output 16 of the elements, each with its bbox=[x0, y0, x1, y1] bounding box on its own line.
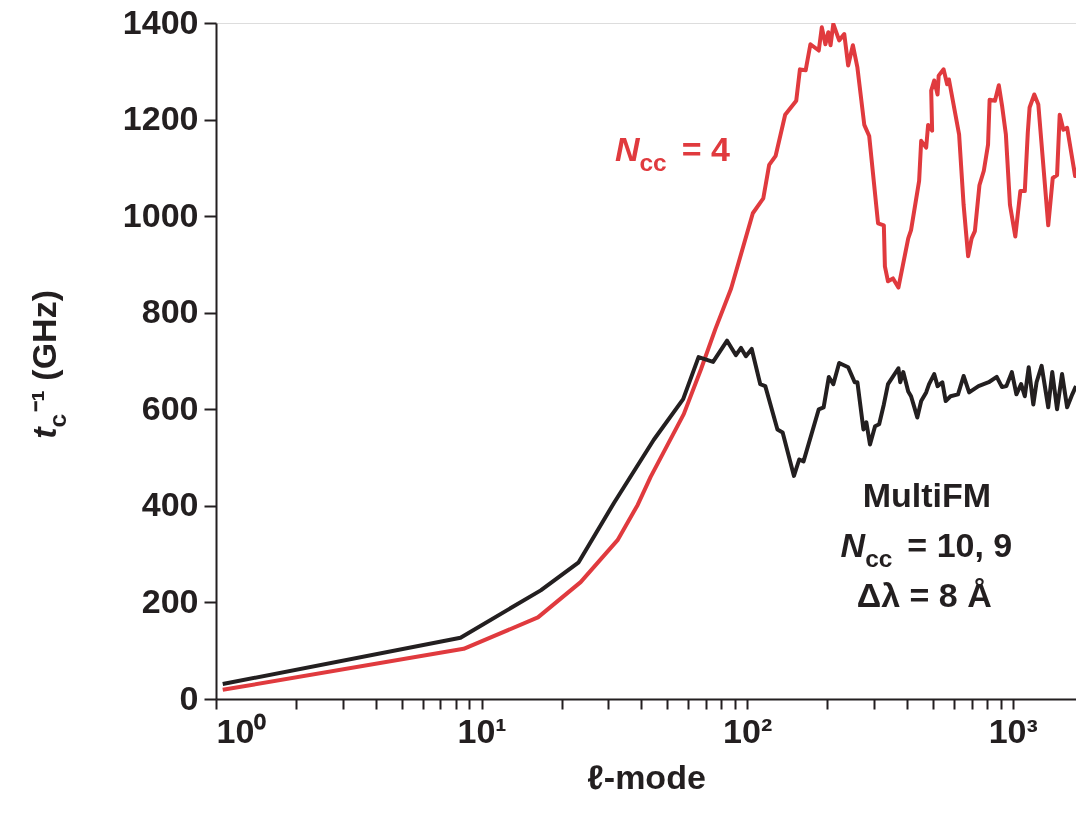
x-tick-label: 10² bbox=[723, 711, 773, 750]
y-tick-label: 0 bbox=[179, 678, 199, 717]
y-tick-label: 200 bbox=[141, 581, 199, 620]
annotation: Δλ = 8 Å bbox=[856, 576, 992, 614]
x-axis-title: ℓ-mode bbox=[587, 757, 706, 796]
series-label: MultiFM bbox=[862, 476, 992, 514]
x-tick-label: 10³ bbox=[988, 711, 1038, 750]
x-tick-label: 10¹ bbox=[457, 711, 507, 750]
y-tick-label: 800 bbox=[141, 292, 199, 331]
y-tick-label: 1000 bbox=[122, 195, 199, 234]
y-tick-label: 400 bbox=[141, 485, 199, 524]
y-tick-label: 1400 bbox=[122, 2, 199, 41]
y-axis-title: tc⁻¹ (GHz) bbox=[25, 290, 71, 439]
y-tick-label: 1200 bbox=[122, 99, 199, 138]
x-tick-label: 10⁰ bbox=[216, 711, 267, 750]
y-tick-label: 600 bbox=[141, 388, 199, 427]
